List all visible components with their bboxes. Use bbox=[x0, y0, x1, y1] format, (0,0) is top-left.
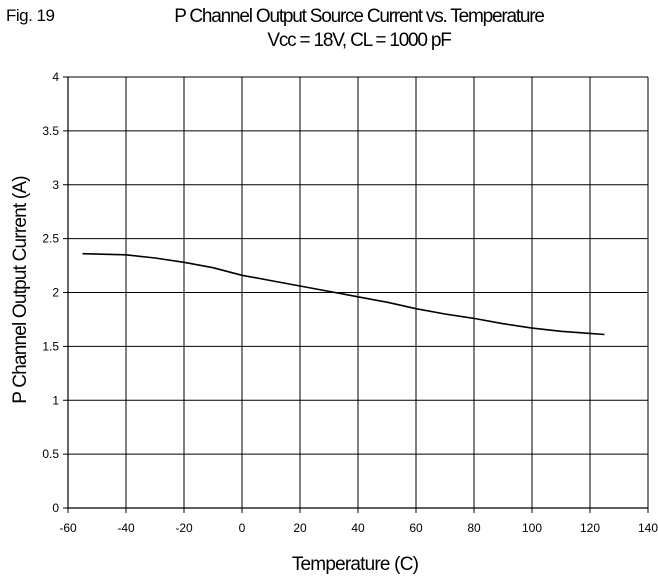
series-line bbox=[82, 252, 605, 336]
series bbox=[82, 252, 605, 336]
x-tick-label: 140 bbox=[638, 521, 658, 535]
chart-title: P Channel Output Source Current vs. Temp… bbox=[174, 6, 545, 27]
x-tick-label: 60 bbox=[409, 521, 423, 535]
x-tick-label: -60 bbox=[59, 521, 77, 535]
y-axis-title: P Channel Output Current (A) bbox=[10, 176, 31, 404]
x-tick-label: 0 bbox=[239, 521, 246, 535]
x-axis-title: Temperature (C) bbox=[292, 554, 419, 575]
grid bbox=[67, 76, 649, 509]
axes bbox=[63, 76, 649, 513]
tick-labels: -60 -40 -20 0 20 40 60 80 100 120 140 0 0.5 1 1.5 2 2.5 3… bbox=[42, 70, 658, 535]
y-tick-label: 3 bbox=[52, 178, 59, 192]
y-tick-label: 2.5 bbox=[42, 232, 59, 246]
x-tick-label: 40 bbox=[351, 521, 365, 535]
x-tick-label: 80 bbox=[467, 521, 481, 535]
chart-subtitle: Vcc = 18V, CL = 1000 pF bbox=[267, 30, 452, 51]
x-tick-label: -40 bbox=[117, 521, 135, 535]
y-tick-label: 3.5 bbox=[42, 124, 59, 138]
x-tick-label: 120 bbox=[580, 521, 600, 535]
x-tick-label: 100 bbox=[522, 521, 542, 535]
y-tick-label: 1.5 bbox=[42, 339, 59, 353]
figure-label: Fig. 19 bbox=[6, 6, 55, 25]
y-tick-label: 0.5 bbox=[42, 447, 59, 461]
x-tick-label: -20 bbox=[175, 521, 193, 535]
y-tick-label: 4 bbox=[52, 70, 59, 84]
y-tick-label: 2 bbox=[52, 286, 59, 300]
y-tick-label: 0 bbox=[52, 501, 59, 515]
x-tick-label: 20 bbox=[293, 521, 307, 535]
y-tick-label: 1 bbox=[52, 393, 59, 407]
